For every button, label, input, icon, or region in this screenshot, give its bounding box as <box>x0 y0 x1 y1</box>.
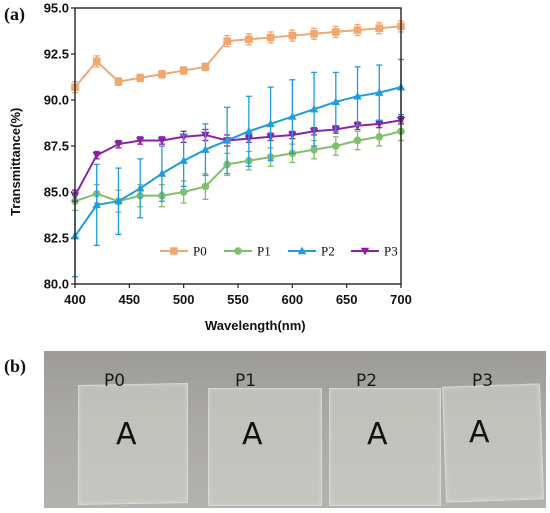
point-p0-4 <box>158 70 166 79</box>
x-tick-label-1: 450 <box>118 292 140 307</box>
point-p1-11 <box>310 145 318 154</box>
series-line-p2 <box>74 86 402 237</box>
y-tick-label-1: 82.5 <box>44 231 69 246</box>
point-p2-6 <box>201 145 210 153</box>
point-p3-14 <box>375 120 384 129</box>
sample-letter-p3: A <box>469 415 490 450</box>
sample-name-p0: P0 <box>104 371 126 391</box>
sample-name-p1: P1 <box>235 371 257 391</box>
point-p2-7 <box>222 136 232 144</box>
y-tick-label-0: 80.0 <box>44 277 69 292</box>
series-line-p0 <box>74 25 402 88</box>
point-p2-1 <box>92 200 101 209</box>
point-p0-1 <box>92 57 101 66</box>
panel-a-label: (a) <box>4 4 25 25</box>
point-p1-5 <box>179 188 188 196</box>
legend-marker-p2 <box>297 246 307 255</box>
point-p2-5 <box>179 156 188 164</box>
point-p2-2 <box>114 196 123 205</box>
point-p0-13 <box>353 26 362 34</box>
point-p0-9 <box>266 33 275 42</box>
sample-film-p3 <box>442 383 544 503</box>
sample-name-p3: P3 <box>472 371 494 391</box>
x-tick-label-2: 500 <box>173 292 195 307</box>
point-p0-2 <box>114 77 123 86</box>
x-tick-label-6: 700 <box>390 292 412 307</box>
point-p0-14 <box>375 24 384 33</box>
point-p2-14 <box>375 88 384 96</box>
point-p3-3 <box>136 137 145 145</box>
point-p0-7 <box>223 37 231 45</box>
legend-label-p0: P0 <box>193 244 207 259</box>
point-p0-3 <box>136 74 144 82</box>
series-line-p3 <box>74 119 402 197</box>
legend-marker-p3 <box>360 247 370 256</box>
x-tick-label-0: 400 <box>64 292 86 307</box>
point-p3-2 <box>114 140 123 149</box>
point-p2-8 <box>244 126 254 135</box>
plot-frame <box>74 7 402 285</box>
point-p2-12 <box>331 97 340 106</box>
legend-marker-p0 <box>170 247 178 255</box>
transmittance-chart: (a) 400 450 500 550 600 650 700 80.0 82.5 85.0 87.… <box>4 1 412 334</box>
point-p1-14 <box>375 133 384 141</box>
sample-letter-p1: A <box>242 417 263 452</box>
x-tick-label-3: 550 <box>227 292 249 307</box>
series-line-p1 <box>74 130 402 203</box>
point-p2-9 <box>266 119 275 128</box>
point-p2-13 <box>353 91 362 100</box>
sample-film-p2 <box>329 388 441 506</box>
legend-label-p2: P2 <box>321 244 335 259</box>
y-tick-label-2: 85.0 <box>44 185 69 200</box>
sample-letter-p0: A <box>116 417 137 452</box>
x-axis-label: Wavelength(nm) <box>205 318 306 333</box>
point-p3-1 <box>92 152 101 160</box>
y-tick-label-4: 90.0 <box>44 93 69 108</box>
point-p0-5 <box>179 66 188 75</box>
x-tick-label-5: 650 <box>336 292 358 307</box>
sample-letter-p2: A <box>367 417 388 452</box>
sample-film-p1 <box>208 388 322 506</box>
point-p2-10 <box>288 112 297 120</box>
point-p0-8 <box>245 35 253 44</box>
y-tick-label-3: 87.5 <box>44 139 69 154</box>
point-p2-3 <box>136 183 145 192</box>
point-p0-11 <box>310 29 318 38</box>
point-p1-12 <box>332 142 340 150</box>
sample-name-p2: P2 <box>356 371 378 391</box>
point-p1-6 <box>201 182 210 191</box>
legend-label-p3: P3 <box>384 244 398 259</box>
y-tick-label-5: 92.5 <box>44 47 69 62</box>
point-p2-11 <box>309 104 319 113</box>
point-p0-6 <box>201 63 210 71</box>
panel-b-label: (b) <box>4 356 26 376</box>
point-p0-12 <box>332 28 340 36</box>
point-p3-4 <box>157 137 167 145</box>
x-tick-label-4: 600 <box>281 292 303 307</box>
point-p1-13 <box>353 136 362 145</box>
y-tick-label-6: 95.0 <box>44 1 69 16</box>
legend-marker-p1 <box>234 247 242 255</box>
legend-label-p1: P1 <box>257 244 271 259</box>
sample-photo: P0 P1 P2 P3 A A A A <box>44 351 546 508</box>
point-p2-4 <box>157 169 167 177</box>
point-p0-10 <box>288 31 297 40</box>
y-axis-label: Transmittance(%) <box>8 108 23 216</box>
